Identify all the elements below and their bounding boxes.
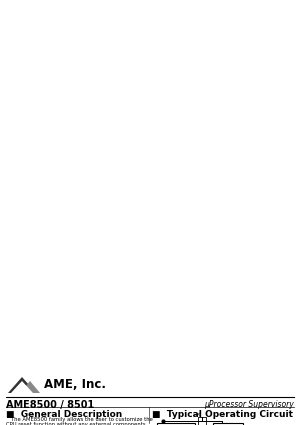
Text: AME8500 / 8501: AME8500 / 8501 bbox=[6, 400, 94, 410]
Text: The AME8500 family allows the user to customize the: The AME8500 family allows the user to cu… bbox=[6, 417, 153, 422]
Bar bbox=[198, 417, 206, 425]
Text: AME, Inc.: AME, Inc. bbox=[44, 379, 106, 391]
Text: CPU reset function without any external components.: CPU reset function without any external … bbox=[6, 422, 147, 425]
Text: ■  Typical Operating Circuit: ■ Typical Operating Circuit bbox=[152, 410, 293, 419]
Polygon shape bbox=[11, 381, 33, 393]
Text: μProcessor Supervisory: μProcessor Supervisory bbox=[204, 400, 294, 409]
Text: ■  General Description: ■ General Description bbox=[6, 410, 122, 419]
Polygon shape bbox=[8, 377, 36, 393]
Text: R*: R* bbox=[197, 413, 202, 416]
Bar bbox=[157, 423, 195, 425]
Polygon shape bbox=[20, 381, 40, 393]
Bar bbox=[213, 423, 243, 425]
